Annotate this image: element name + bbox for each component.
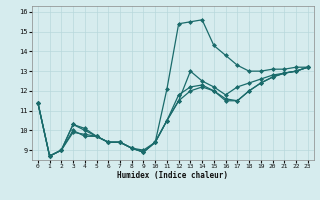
X-axis label: Humidex (Indice chaleur): Humidex (Indice chaleur) [117, 171, 228, 180]
